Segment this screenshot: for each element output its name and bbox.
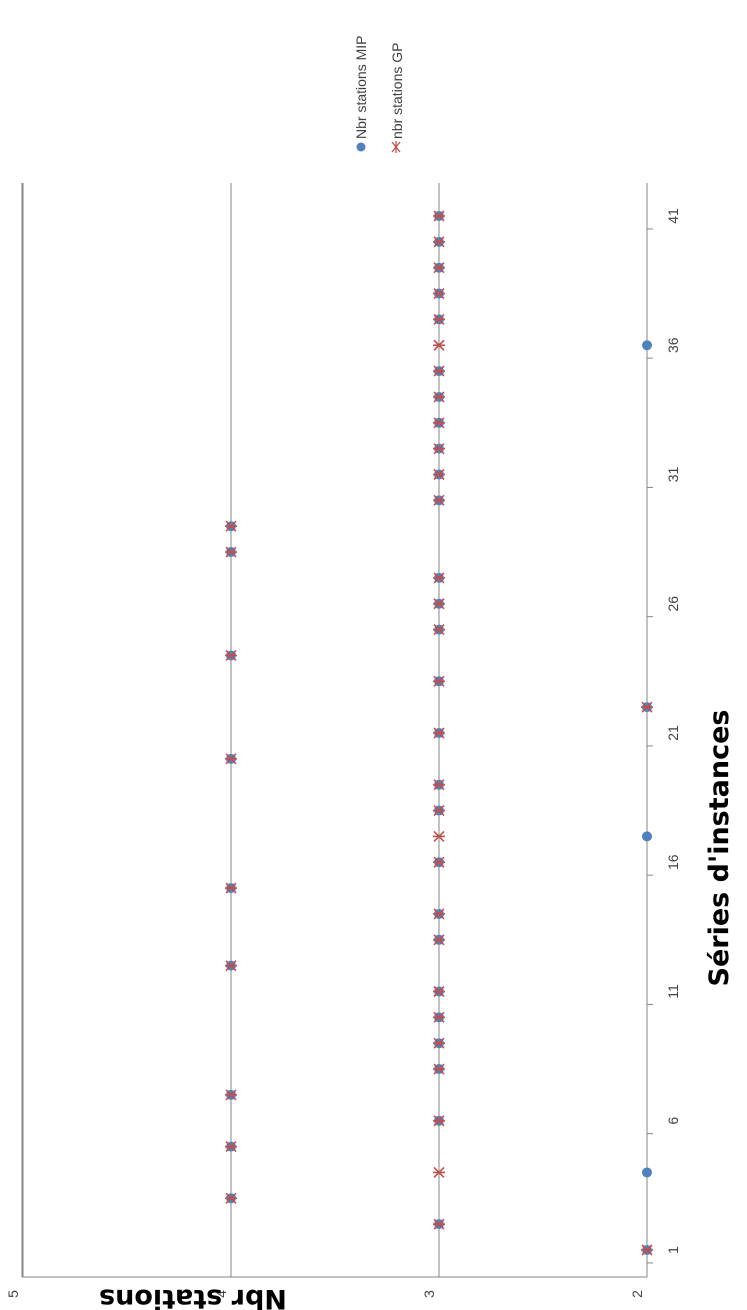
point-gp [225,649,237,662]
point-gp [433,1011,445,1023]
point-gp [433,908,445,920]
point-gp [433,210,445,222]
plot-area-border [21,183,647,1278]
point-gp [433,572,445,584]
point-mip [642,831,652,842]
point-gp [225,1141,237,1153]
point-gp [433,1037,445,1049]
point-gp [225,546,237,558]
point-gp [433,1218,445,1230]
point-gp [433,287,445,300]
point-gp [433,391,445,403]
point-mip [642,1167,652,1178]
point-gp [433,804,445,817]
y-tick-label: 4 [213,1290,229,1298]
point-gp [225,1192,237,1204]
x-axis-title: Séries d'instances [704,710,735,987]
legend-label-gp: nbr stations GP [389,43,405,140]
point-gp [433,339,445,351]
point-gp [433,1115,445,1127]
point-gp [433,856,445,868]
x-tick-label: 36 [665,337,681,353]
point-gp [225,1089,237,1101]
point-gp [433,1166,445,1179]
point-gp [433,934,445,946]
point-gp [433,727,445,739]
y-axis-ticks: 2 3 4 5 [5,1290,645,1298]
point-gp [641,1244,653,1256]
point-gp [433,779,445,791]
x-tick-label: 6 [665,1117,681,1125]
legend-marker-gp [391,141,401,153]
point-gp [433,443,445,455]
point-gp [433,417,445,429]
series-gp [225,210,653,1256]
x-tick-label: 11 [665,984,681,999]
y-tick-label: 3 [421,1290,437,1298]
point-gp [433,675,445,687]
point-gp [433,468,445,481]
y-axis-title: Nbr stations [99,1283,287,1310]
legend-label-mip: Nbr stations MIP [353,36,369,139]
y-tick-label: 2 [629,1290,645,1298]
x-tick-label: 1 [665,1246,681,1254]
point-gp [433,598,445,610]
y-tick-label: 5 [5,1290,21,1298]
point-gp [433,624,445,636]
point-gp [433,1063,445,1075]
point-gp [225,882,237,894]
point-gp [433,985,445,998]
x-tick-label: 21 [665,725,681,741]
point-gp [641,701,653,713]
point-gp [433,262,445,274]
point-gp [225,753,237,765]
legend: Nbr stations MIP nbr stations GP [353,36,405,153]
point-mip [642,340,652,351]
point-gp [433,236,445,248]
point-gp [433,313,445,325]
legend-marker-mip [356,142,366,152]
point-gp [433,494,445,506]
grid-lines [22,183,648,1277]
point-gp [225,520,237,532]
x-tick-label: 41 [665,208,681,224]
x-tick-label: 26 [665,596,681,612]
x-tick-label: 16 [665,854,681,870]
point-gp [433,365,445,377]
x-tick-label: 31 [665,467,681,483]
point-gp [225,960,237,972]
point-gp [433,830,445,842]
